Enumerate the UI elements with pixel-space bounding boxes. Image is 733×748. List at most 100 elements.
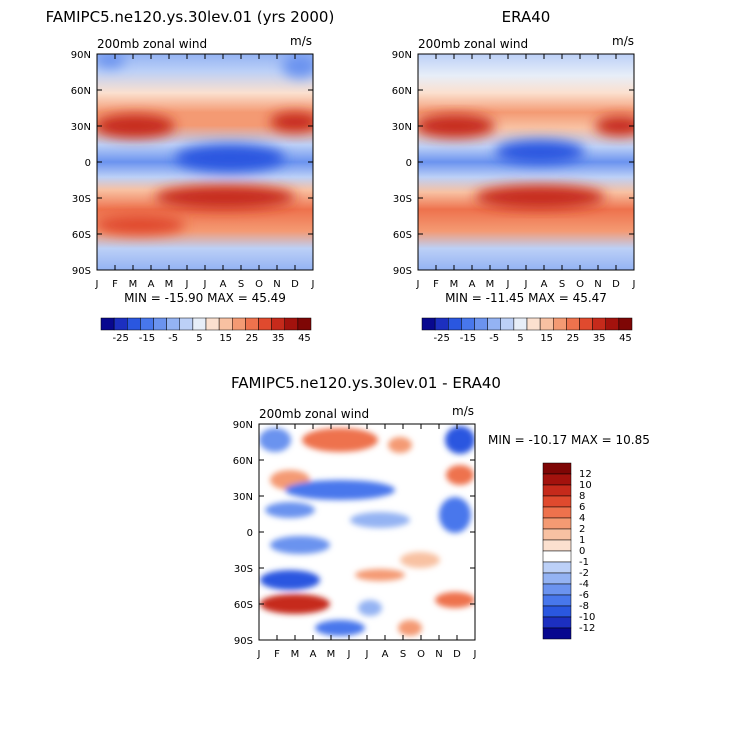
colorbar-label: 5 — [196, 333, 202, 344]
colorbar-label: -12 — [579, 623, 595, 634]
colorbar-label: 45 — [298, 333, 311, 344]
y-tick-label: 30S — [234, 564, 253, 575]
colorbar-swatch — [113, 317, 128, 331]
colorbar-label: 6 — [579, 502, 585, 513]
model-panel-title: FAMIPC5.ne120.ys.30lev.01 (yrs 2000) — [46, 8, 335, 26]
colorbar-swatch — [140, 317, 154, 331]
colorbar-label: 5 — [517, 333, 523, 344]
x-tick-label: M — [291, 649, 300, 660]
colorbar-swatch — [513, 317, 528, 331]
colorbar-label: -2 — [579, 568, 589, 579]
x-tick-label: M — [129, 279, 138, 290]
colorbar-swatch — [542, 517, 572, 530]
colorbar-swatch — [271, 317, 285, 331]
colorbar-swatch — [297, 317, 312, 331]
diff-units: m/s — [452, 404, 474, 418]
x-tick-label: F — [433, 279, 439, 290]
y-tick-label: 30N — [71, 122, 91, 133]
colorbar-swatch — [542, 616, 572, 629]
x-tick-label: J — [311, 279, 315, 290]
colorbar-label: -5 — [489, 333, 499, 344]
colorbar-swatch — [605, 317, 620, 331]
colorbar-label: -1 — [579, 557, 589, 568]
x-tick-label: M — [327, 649, 336, 660]
colorbar-label: 15 — [219, 333, 232, 344]
x-tick-label: J — [473, 649, 477, 660]
colorbar-swatch — [100, 317, 115, 331]
y-tick-label: 90N — [71, 50, 91, 61]
colorbar-swatch — [487, 317, 501, 331]
colorbar-swatch — [218, 317, 233, 331]
x-tick-label: D — [291, 279, 299, 290]
colorbar-swatch — [153, 317, 167, 331]
model-stats: MIN = -15.90 MAX = 45.49 — [124, 291, 286, 305]
y-tick-label: 90S — [72, 266, 91, 277]
x-tick-label: J — [416, 279, 420, 290]
x-tick-label: D — [453, 649, 461, 660]
y-tick-label: 90S — [393, 266, 412, 277]
x-tick-label: J — [524, 279, 528, 290]
colorbar-label: 8 — [579, 491, 585, 502]
colorbar-swatch — [205, 317, 220, 331]
obs-variable-label: 200mb zonal wind — [418, 37, 528, 51]
y-tick-label: 60S — [393, 230, 412, 241]
obs-units: m/s — [612, 34, 634, 48]
obs-stats: MIN = -11.45 MAX = 45.47 — [445, 291, 607, 305]
colorbar-label: 10 — [579, 480, 592, 491]
diff-panel-title: FAMIPC5.ne120.ys.30lev.01 - ERA40 — [231, 374, 501, 392]
x-tick-label: N — [594, 279, 601, 290]
x-tick-label: A — [310, 649, 317, 660]
colorbar-swatch — [127, 317, 141, 331]
x-tick-label: J — [365, 649, 369, 660]
x-tick-label: N — [435, 649, 442, 660]
colorbar-label: -5 — [168, 333, 178, 344]
y-tick-label: 90N — [233, 420, 253, 431]
colorbar-label: -25 — [113, 333, 129, 344]
x-tick-label: S — [400, 649, 406, 660]
y-tick-label: 30S — [393, 194, 412, 205]
colorbar-label: -6 — [579, 590, 589, 601]
y-tick-label: 0 — [85, 158, 91, 169]
colorbar-swatch — [500, 317, 515, 331]
colorbar-swatch — [526, 317, 541, 331]
colorbar-label: 35 — [593, 333, 606, 344]
colorbar-label: 35 — [272, 333, 285, 344]
colorbar-swatch — [245, 317, 259, 331]
x-tick-label: J — [185, 279, 189, 290]
colorbar-label: 1 — [579, 535, 585, 546]
colorbar-swatch — [448, 317, 462, 331]
x-tick-label: A — [541, 279, 548, 290]
x-tick-label: S — [559, 279, 565, 290]
colorbar-swatch — [542, 605, 572, 618]
x-tick-label: O — [417, 649, 425, 660]
x-tick-label: S — [238, 279, 244, 290]
colorbar-swatch — [553, 317, 567, 331]
y-tick-label: 30S — [72, 194, 91, 205]
x-tick-label: J — [632, 279, 636, 290]
colorbar-swatch — [542, 627, 572, 640]
colorbar-label: -25 — [434, 333, 450, 344]
obs-heatmap — [418, 54, 634, 270]
model-units: m/s — [290, 34, 312, 48]
y-tick-label: 60N — [233, 456, 253, 467]
y-tick-label: 0 — [406, 158, 412, 169]
x-tick-label: O — [255, 279, 263, 290]
x-tick-label: D — [612, 279, 620, 290]
colorbar-label: 2 — [579, 524, 585, 535]
colorbar-label: -10 — [579, 612, 595, 623]
diff-variable-label: 200mb zonal wind — [259, 407, 369, 421]
x-tick-label: M — [450, 279, 459, 290]
diff-heatmap — [259, 424, 475, 640]
colorbar-swatch — [592, 317, 606, 331]
colorbar-swatch — [179, 317, 194, 331]
colorbar-label: 0 — [579, 546, 585, 557]
obs-panel-title: ERA40 — [502, 8, 551, 26]
x-tick-label: M — [165, 279, 174, 290]
colorbar-swatch — [542, 473, 572, 486]
colorbar-label: -4 — [579, 579, 589, 590]
colorbar-swatch — [566, 317, 580, 331]
colorbar-swatch — [461, 317, 475, 331]
colorbar-label: 15 — [540, 333, 553, 344]
colorbar-swatch — [421, 317, 436, 331]
y-tick-label: 30N — [233, 492, 253, 503]
